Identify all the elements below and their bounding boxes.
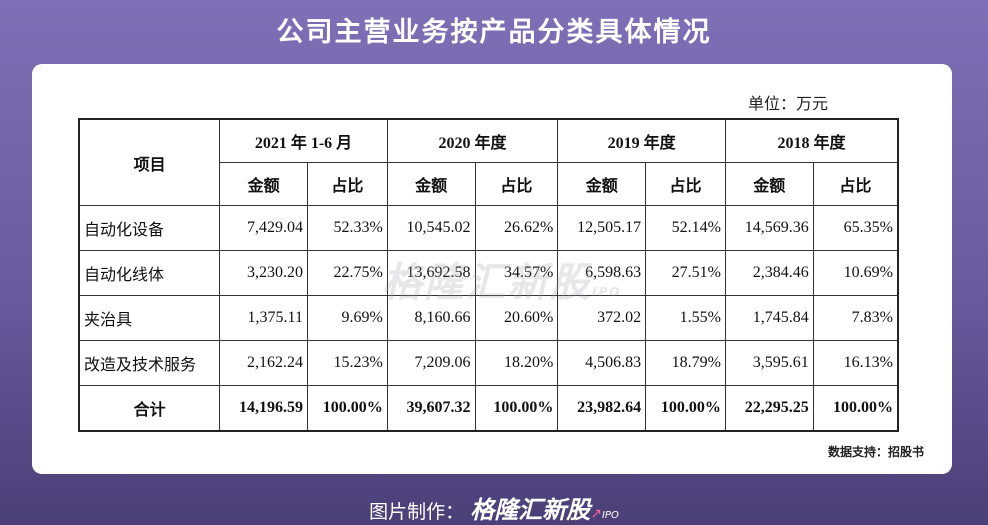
share-cell: 34.57% [474,250,559,296]
row-label: 自动化线体 [78,250,221,296]
share-cell: 16.13% [812,340,899,386]
footer-credit: 图片制作： 格隆汇新股↗IPO [0,490,988,525]
amount-cell: 3,230.20 [219,250,308,296]
share-cell: 65.35% [812,205,899,251]
amount-header: 金额 [219,162,308,206]
period-header: 2020 年度 [386,118,559,163]
share-cell: 100.00% [812,385,899,432]
share-cell: 7.83% [812,295,899,341]
footer-ipo: IPO [601,510,619,521]
amount-cell: 14,196.59 [219,385,308,432]
amount-cell: 10,545.02 [386,205,476,251]
amount-cell: 39,607.32 [386,385,476,432]
amount-cell: 2,384.46 [724,250,814,296]
header-row-periods: 项目 2021 年 1-6 月 2020 年度 2019 年度 2018 年度 [78,118,899,206]
share-header: 占比 [812,162,899,206]
row-label: 自动化设备 [78,205,221,251]
amount-cell: 3,595.61 [724,340,814,386]
share-cell: 100.00% [645,385,726,432]
share-cell: 100.00% [474,385,559,432]
row-label: 改造及技术服务 [78,340,221,386]
amount-cell: 12,505.17 [557,205,647,251]
row-label: 夹治具 [78,295,221,341]
amount-cell: 7,429.04 [219,205,308,251]
share-cell: 22.75% [306,250,388,296]
period-header: 2019 年度 [557,118,726,163]
total-row: 合计 14,196.59 100.00% 39,607.32 100.00% 2… [78,385,899,432]
share-cell: 9.69% [306,295,388,341]
amount-cell: 7,209.06 [386,340,476,386]
share-cell: 1.55% [645,295,726,341]
table-card: 单位：万元 项目 2021 年 1-6 月 2020 年度 2019 年度 20… [32,64,952,474]
amount-cell: 13,692.58 [386,250,476,296]
unit-label: 单位：万元 [747,96,828,113]
period-header: 2018 年度 [724,118,899,163]
share-cell: 20.60% [474,295,559,341]
period-header: 2021 年 1-6 月 [219,118,388,163]
amount-cell: 1,745.84 [724,295,814,341]
share-cell: 10.69% [812,250,899,296]
table-row: 自动化设备 7,429.04 52.33% 10,545.02 26.62% 1… [78,205,899,251]
amount-cell: 4,506.83 [557,340,647,386]
share-cell: 27.51% [645,250,726,296]
table-row: 改造及技术服务 2,162.24 15.23% 7,209.06 18.20% … [78,340,899,386]
footer-label: 图片制作： [369,501,465,523]
item-header: 项目 [78,118,221,206]
header-row-metrics: 金额 占比 金额 占比 金额 占比 金额 占比 [79,162,899,206]
share-header: 占比 [306,162,388,206]
total-label: 合计 [78,385,221,432]
up-arrow-icon: ↗ [590,506,602,522]
share-cell: 52.33% [306,205,388,251]
share-header: 占比 [645,162,726,206]
page-title: 公司主营业务按产品分类具体情况 [276,17,712,48]
share-header: 占比 [474,162,559,206]
amount-cell: 8,160.66 [386,295,476,341]
amount-header: 金额 [557,162,647,206]
amount-cell: 6,598.63 [557,250,647,296]
amount-cell: 22,295.25 [724,385,814,432]
share-cell: 52.14% [645,205,726,251]
amount-cell: 23,982.64 [557,385,647,432]
share-cell: 18.20% [474,340,559,386]
amount-cell: 14,569.36 [724,205,814,251]
amount-cell: 1,375.11 [219,295,308,341]
share-cell: 100.00% [306,385,388,432]
share-cell: 26.62% [474,205,559,251]
amount-header: 金额 [724,162,814,206]
amount-cell: 372.02 [557,295,647,341]
amount-header: 金额 [386,162,476,206]
table-row: 自动化线体 3,230.20 22.75% 13,692.58 34.57% 6… [78,250,899,296]
share-cell: 18.79% [645,340,726,386]
table-row: 夹治具 1,375.11 9.69% 8,160.66 20.60% 372.0… [78,295,899,341]
footer-brand: 格隆汇新股 [470,496,591,524]
product-revenue-table: 项目 2021 年 1-6 月 2020 年度 2019 年度 2018 年度 … [78,118,899,432]
share-cell: 15.23% [306,340,388,386]
amount-cell: 2,162.24 [219,340,308,386]
data-source: 数据支持：招股书 [827,445,924,459]
